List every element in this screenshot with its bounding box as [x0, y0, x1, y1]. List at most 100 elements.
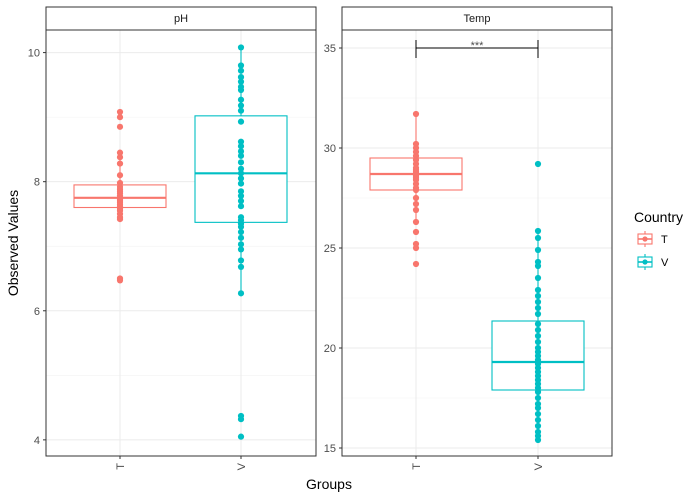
data-point: [116, 216, 124, 223]
data-point: [237, 241, 245, 248]
data-point: [116, 277, 124, 284]
data-point: [116, 114, 124, 121]
data-point: [237, 416, 245, 423]
data-point: [412, 194, 420, 202]
data-point: [237, 246, 245, 253]
legend: Country TV: [634, 209, 683, 271]
data-point: [116, 108, 124, 116]
legend-key-point: [642, 259, 648, 265]
y-tick-label: 6: [34, 306, 40, 318]
data-point: [534, 326, 542, 334]
y-tick-label: 30: [324, 143, 336, 155]
legend-label: T: [661, 234, 668, 246]
legend-key-t: T: [635, 230, 668, 248]
data-point: [237, 223, 245, 230]
data-point: [237, 107, 245, 114]
data-point: [534, 338, 542, 346]
x-tick-label: T: [115, 463, 127, 470]
data-point: [534, 292, 542, 300]
data-point: [116, 154, 124, 161]
data-point: [534, 227, 542, 235]
data-point: [237, 170, 245, 177]
data-point: [237, 165, 245, 172]
x-axis-title: Groups: [306, 476, 352, 492]
data-point: [534, 310, 542, 318]
data-point: [237, 148, 245, 155]
data-point: [237, 188, 245, 195]
significance-bracket: ***: [415, 40, 539, 58]
significance-label: ***: [471, 40, 485, 52]
data-point: [534, 304, 542, 312]
panel-temp-title: Temp: [464, 13, 491, 25]
x-tick-label: T: [411, 463, 423, 470]
data-point: [237, 263, 245, 270]
panel-ph-background: [46, 30, 316, 456]
y-tick-label: 35: [324, 43, 336, 55]
data-point: [237, 86, 245, 94]
data-point: [237, 175, 245, 182]
data-point: [534, 332, 542, 340]
data-point: [412, 110, 420, 118]
data-point: [412, 260, 420, 268]
panel-temp-background: [342, 30, 612, 456]
panel-temp-y-axis: 15 20 25 30 35: [324, 43, 342, 455]
y-tick-label: 15: [324, 443, 336, 455]
legend-key-v: V: [635, 253, 669, 271]
data-point: [534, 274, 542, 282]
data-point: [237, 78, 245, 85]
legend-label: V: [661, 257, 669, 269]
panel-ph-y-axis: 4 6 8 10: [28, 48, 46, 447]
data-point: [534, 394, 542, 402]
data-point: [237, 257, 245, 264]
data-point: [237, 143, 245, 150]
data-point: [534, 246, 542, 254]
data-point: [237, 138, 245, 145]
data-point: [237, 192, 245, 199]
data-point: [534, 388, 542, 396]
panel-ph-gridlines: [46, 30, 316, 456]
data-point: [237, 67, 245, 74]
data-point: [116, 149, 124, 156]
data-point: [237, 44, 245, 51]
data-point: [237, 228, 245, 236]
data-point: [237, 197, 245, 205]
data-point: [237, 96, 245, 103]
data-point: [237, 433, 245, 440]
data-point: [237, 159, 245, 166]
panel-temp-points: [412, 110, 542, 444]
data-point: [412, 200, 420, 208]
y-axis-title: Observed Values: [5, 190, 21, 296]
data-point: [237, 118, 245, 125]
data-point: [534, 436, 542, 444]
panel-temp-border: [341, 29, 613, 457]
data-point: [534, 416, 542, 424]
data-point: [237, 290, 245, 297]
data-point: [534, 234, 542, 242]
data-point: [237, 203, 245, 210]
data-point: [237, 234, 245, 241]
data-point: [534, 160, 542, 168]
y-tick-label: 8: [34, 177, 40, 189]
data-point: [534, 404, 542, 412]
panel-ph-points: [116, 44, 245, 440]
data-point: [116, 123, 124, 130]
panel-ph-title: pH: [174, 13, 188, 25]
data-point: [412, 206, 420, 214]
x-tick-label: V: [533, 462, 545, 470]
data-point: [534, 286, 542, 294]
data-point: [534, 298, 542, 306]
data-point: [412, 186, 420, 194]
data-point: [534, 320, 542, 328]
data-point: [116, 160, 124, 167]
data-point: [116, 172, 124, 179]
data-point: [237, 152, 245, 159]
legend-title: Country: [634, 209, 683, 225]
y-tick-label: 20: [324, 343, 336, 355]
data-point: [237, 62, 245, 69]
data-point: [412, 218, 420, 226]
